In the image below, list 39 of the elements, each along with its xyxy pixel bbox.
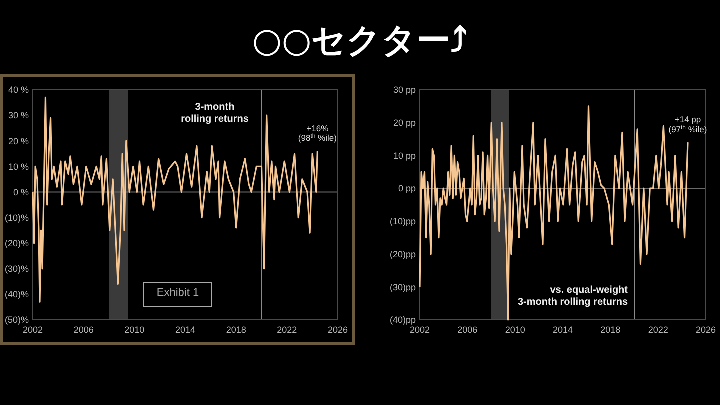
y-tick-label: 10 pp [393, 150, 416, 161]
annotation: vs. equal-weight 3-month rolling returns [518, 285, 629, 308]
chart-title: ○○セクター⤴ [252, 21, 468, 61]
y-tick-label: 20 % [8, 136, 29, 146]
y-tick-label: 0 % [13, 187, 29, 198]
y-tick-label: 20 pp [393, 118, 416, 128]
x-tick-label: 2014 [552, 325, 574, 335]
y-tick-label: 30 pp [393, 85, 416, 96]
annotation: +16% (98$^{th}$ %ile) [298, 123, 338, 144]
y-tick-label: 10 % [8, 162, 29, 172]
y-tick-label: (20)pp [390, 249, 416, 260]
y-tick-label: (20)% [4, 238, 29, 248]
annotation: +14 pp (97$^{th}$ %ile) [668, 114, 708, 134]
x-tick-label: 2014 [175, 325, 196, 335]
annotation: 3-month rolling returns [181, 102, 250, 125]
x-tick-label: 2026 [328, 325, 348, 335]
y-tick-label: (10)pp [390, 216, 416, 227]
x-tick-label: 2022 [648, 325, 668, 335]
x-tick-label: 2002 [22, 325, 44, 335]
line-series [419, 106, 689, 321]
annotation: Exhibit 1 [156, 287, 200, 299]
y-tick-label: (40)% [4, 290, 29, 300]
x-tick-label: 2022 [277, 325, 298, 335]
x-tick-label: 2006 [74, 325, 94, 335]
x-tick-label: 2010 [505, 325, 526, 335]
y-tick-label: (40)pp [390, 315, 416, 326]
x-tick-label: 2002 [410, 325, 430, 335]
y-tick-label: (30)pp [390, 282, 416, 292]
y-tick-label: (10)% [4, 212, 29, 223]
x-tick-label: 2018 [600, 325, 621, 335]
x-tick-label: 2026 [696, 325, 716, 335]
y-tick-label: (50)% [4, 315, 29, 326]
x-tick-label: 2006 [458, 325, 478, 335]
x-tick-label: 2010 [124, 325, 145, 335]
y-tick-label: (30)% [4, 264, 29, 274]
y-tick-label: 40 % [8, 85, 29, 96]
y-tick-label: 0 pp [398, 184, 416, 194]
y-tick-label: 30 % [8, 110, 29, 121]
x-tick-label: 2018 [226, 325, 246, 335]
